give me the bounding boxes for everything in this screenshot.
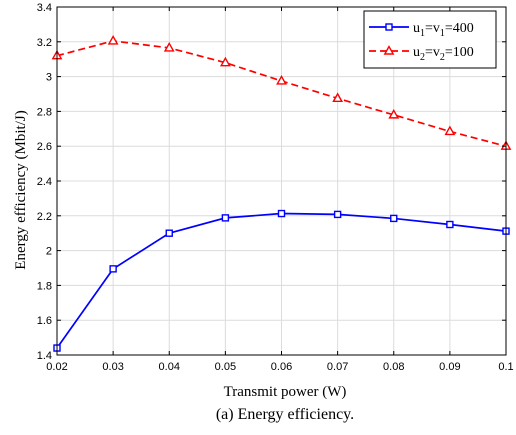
x-tick-label: 0.03 xyxy=(102,361,123,373)
y-tick-label: 1.6 xyxy=(37,315,52,327)
data-point xyxy=(444,125,456,136)
legend-label: u1=v1=400 xyxy=(413,21,474,39)
y-tick-label: 3 xyxy=(46,72,52,84)
data-point xyxy=(332,92,344,103)
y-axis-label: Energy efficiency (Mbit/J) xyxy=(13,110,29,269)
data-point xyxy=(446,220,454,229)
legend-label: u2=v2=100 xyxy=(413,45,474,63)
x-tick-label: 0.09 xyxy=(439,361,460,373)
y-tick-label: 2.2 xyxy=(37,211,52,223)
series-square xyxy=(53,209,510,352)
legend-box xyxy=(363,10,497,69)
legend-entry: u1=v1=400 xyxy=(369,21,474,39)
series-triangle xyxy=(51,34,512,150)
axis-ticks: 0.02 0.03 0.04 0.05 0.06 0.07 0.08 0.09 0.1 1.4 1.… xyxy=(37,2,514,373)
y-tick-label: 1.4 xyxy=(37,350,52,362)
y-tick-label: 2 xyxy=(46,246,52,258)
data-point xyxy=(388,108,400,119)
x-tick-label: 0.02 xyxy=(46,361,67,373)
data-point xyxy=(165,229,173,237)
legend-swatch-marker xyxy=(383,45,395,55)
data-point xyxy=(109,265,117,273)
figure-caption: (a) Energy efficiency. xyxy=(216,406,354,423)
y-tick-label: 3.4 xyxy=(37,2,52,14)
legend: u1=v1=400 u2=v2=100 xyxy=(363,10,497,69)
data-point xyxy=(163,41,175,52)
x-tick-label: 0.08 xyxy=(383,361,404,373)
data-point xyxy=(390,214,398,223)
data-point xyxy=(277,209,286,218)
y-tick-label: 2.6 xyxy=(37,141,52,153)
y-tick-label: 3.2 xyxy=(37,37,52,49)
x-tick-label: 0.07 xyxy=(327,361,348,373)
y-tick-label: 2.8 xyxy=(37,106,52,118)
x-tick-label: 0.1 xyxy=(498,361,513,373)
data-point xyxy=(276,75,287,85)
data-point xyxy=(221,214,230,222)
x-tick-label: 0.04 xyxy=(159,361,180,373)
data-point xyxy=(219,56,231,67)
x-tick-label: 0.05 xyxy=(215,361,236,373)
series-layer xyxy=(51,34,512,352)
legend-swatch-marker xyxy=(385,23,393,31)
y-tick-label: 1.8 xyxy=(37,280,52,292)
y-tick-label: 2.4 xyxy=(37,176,52,188)
x-tick-label: 0.06 xyxy=(271,361,292,373)
x-axis-label: Transmit power (W) xyxy=(224,384,347,400)
data-point xyxy=(333,210,342,219)
data-point xyxy=(107,34,119,45)
legend-entry: u2=v2=100 xyxy=(369,45,474,63)
